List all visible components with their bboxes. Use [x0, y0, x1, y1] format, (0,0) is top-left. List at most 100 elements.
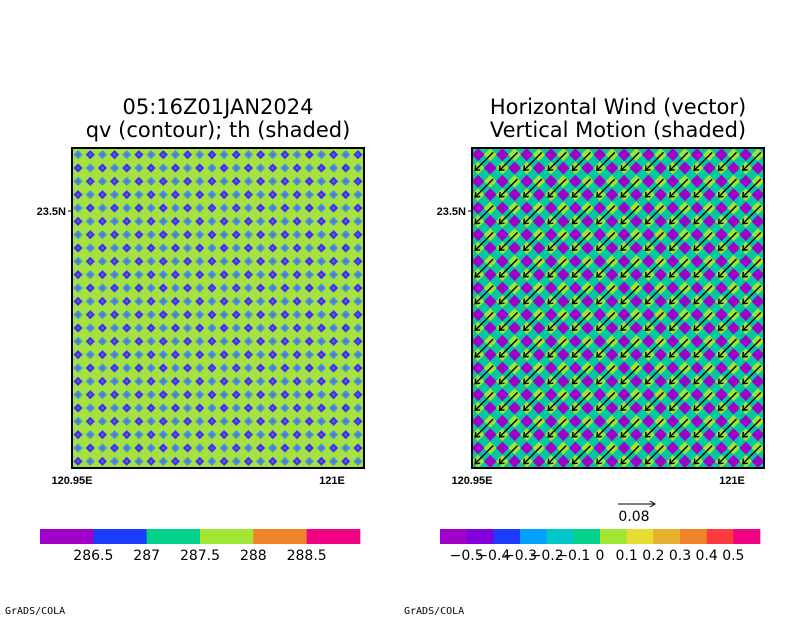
left-contour-dot — [320, 206, 323, 210]
wind-vector — [498, 285, 518, 305]
left-contour-dot — [332, 153, 335, 156]
left-contour-dot — [174, 406, 177, 410]
left-contour-dot — [125, 153, 129, 156]
wind-vector — [644, 365, 664, 385]
right-shade-cell — [532, 428, 546, 442]
wind-vector — [717, 418, 737, 438]
right-shade-cell — [629, 161, 643, 175]
left-contour-dot — [344, 286, 348, 290]
left-contour-dot — [137, 166, 141, 170]
left-contour-dot — [283, 300, 287, 303]
left-xtick-120-95e: 120.95E — [52, 475, 93, 487]
left-contour-dot — [76, 366, 80, 370]
left-contour-dot — [210, 233, 214, 236]
left-contour-dot — [113, 366, 116, 370]
left-contour-dot — [222, 246, 226, 250]
left-contour-dot — [247, 420, 250, 423]
left-contour-dot — [295, 220, 299, 223]
right-shade-cell — [702, 214, 716, 228]
left-contour-dot — [76, 273, 80, 276]
right-shade-cell — [715, 441, 728, 455]
left-contour-dot — [210, 286, 214, 290]
right-colorbar-swatch — [626, 529, 654, 544]
right-shade-cell — [654, 454, 667, 468]
right-shade-cell — [520, 174, 534, 188]
left-contour-dot — [174, 273, 177, 276]
left-contour-dot — [76, 380, 80, 383]
left-contour-dot — [125, 420, 129, 423]
left-contour-dot — [234, 420, 238, 423]
right-shade-cell — [642, 388, 655, 402]
wind-vector — [596, 231, 616, 252]
right-colorbar-swatch — [706, 529, 734, 544]
left-contour-dot — [247, 193, 250, 196]
wind-vector — [498, 151, 518, 172]
left-contour-dot — [271, 326, 275, 330]
right-shade-cell — [471, 281, 485, 295]
left-contour-dot — [149, 353, 153, 356]
left-contour-dot — [210, 260, 214, 263]
right-shade-cell — [617, 174, 631, 188]
left-contour-dot — [198, 313, 202, 316]
wind-vector — [620, 418, 640, 438]
right-shade-cell — [593, 361, 607, 375]
left-contour-dot — [344, 233, 348, 236]
wind-vector — [693, 445, 713, 465]
right-shade-cell — [690, 361, 704, 375]
left-contour-dot — [356, 460, 360, 463]
right-shade-cell — [690, 201, 704, 215]
wind-vector — [596, 178, 616, 198]
right-shade-cell — [702, 294, 716, 308]
left-contour-dot — [234, 340, 238, 343]
left-contour-dot — [271, 193, 275, 196]
wind-vector — [693, 418, 713, 438]
left-contour-dot — [137, 353, 141, 356]
left-contour-dot — [137, 233, 141, 236]
left-contour-dot — [356, 193, 360, 196]
right-shade-cell — [739, 441, 753, 455]
right-shade-cell — [581, 241, 594, 255]
right-shade-cell — [727, 374, 740, 388]
left-contour-dot — [210, 180, 214, 183]
left-contour-dot — [283, 220, 287, 223]
right-shade-cell — [629, 401, 643, 415]
left-contour-dot — [149, 460, 153, 463]
left-contour-dot — [332, 246, 335, 250]
left-contour-dot — [198, 153, 202, 156]
right-shade-cell — [727, 401, 740, 415]
right-shade-cell — [496, 334, 509, 348]
right-colorbar: −0.5−0.4−0.3−0.2−0.1 0 0.1 0.2 0.3 0.4 0.5 — [440, 529, 761, 564]
left-contour-dot — [356, 273, 360, 276]
wind-vector — [474, 151, 494, 172]
left-contour-dot — [174, 166, 177, 170]
left-contour-dot — [113, 300, 116, 303]
left-contour-dot — [198, 446, 202, 450]
right-shade-cell — [544, 201, 558, 215]
left-contour-dot — [271, 366, 275, 370]
left-contour-dot — [125, 286, 129, 290]
right-shade-cell — [471, 174, 485, 188]
right-shade-cell — [593, 414, 607, 428]
wind-vector — [742, 391, 762, 412]
right-shade-cell — [642, 414, 655, 428]
left-contour-dot — [222, 206, 226, 210]
left-contour-dot — [76, 353, 80, 356]
right-shade-cell — [727, 268, 740, 282]
left-contour-dot — [88, 420, 92, 423]
left-contour-dot — [174, 300, 177, 303]
left-contour-dot — [295, 460, 299, 463]
left-contour-dot — [259, 273, 262, 276]
left-contour-dot — [307, 180, 311, 183]
right-shade-cell — [556, 321, 570, 335]
right-shade-cell — [727, 241, 740, 255]
right-colorbar-label: −0.3 — [503, 548, 537, 564]
wind-vector — [644, 178, 664, 198]
left-contour-dot — [125, 260, 129, 263]
left-contour-dot — [149, 406, 153, 410]
right-shade-cell — [605, 294, 619, 308]
right-shade-cell — [508, 401, 521, 415]
left-contour-dot — [161, 380, 165, 383]
right-colorbar-swatch — [733, 529, 761, 544]
left-contour-dot — [186, 193, 189, 196]
right-shade-cell — [642, 174, 655, 188]
